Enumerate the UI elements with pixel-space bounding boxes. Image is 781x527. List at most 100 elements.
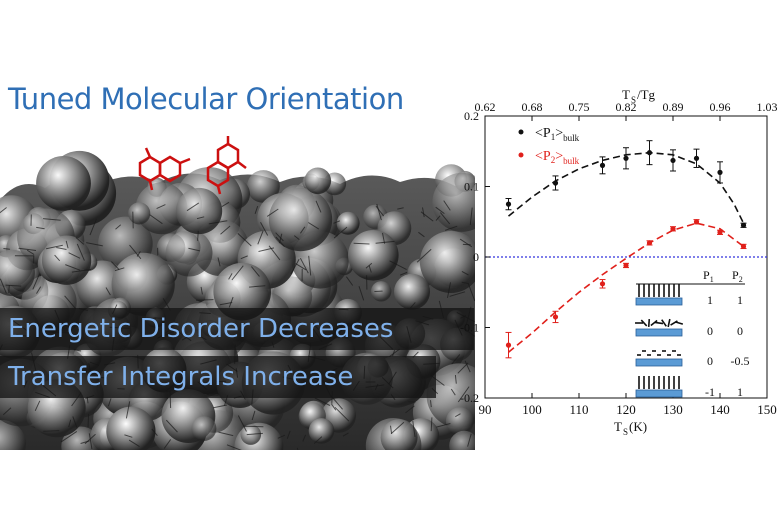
- surface-strand: [308, 222, 320, 230]
- molecule-glyph: [640, 319, 648, 327]
- surface-strand: [457, 386, 470, 403]
- x-tick-label: 140: [710, 402, 730, 417]
- top-tick-label: 0.89: [663, 100, 684, 114]
- surface-strand: [254, 205, 259, 214]
- surface-strand: [42, 218, 61, 221]
- surface-strand: [220, 225, 231, 235]
- surface-strand: [105, 287, 111, 296]
- y-tick-label: 0.2: [464, 109, 479, 123]
- surface-strand: [163, 439, 172, 449]
- top-tick-label: 0.68: [522, 100, 543, 114]
- orientation-substrate-icon: [635, 284, 683, 306]
- surface-strand: [36, 226, 45, 230]
- data-point-series-1: [693, 155, 700, 161]
- surface-strand: [436, 423, 451, 428]
- x-axis-title: T S (K): [614, 419, 647, 437]
- surface-blob: [0, 420, 26, 450]
- surface-strand: [68, 419, 72, 428]
- legend-marker-p1: [518, 129, 524, 135]
- surface-strand: [219, 302, 233, 306]
- surface-strand: [358, 286, 365, 301]
- inset-header-p2: P2: [732, 268, 743, 284]
- surface-strand: [416, 248, 432, 263]
- surface-strand: [418, 231, 425, 238]
- inset-value-p1: 0: [707, 354, 713, 368]
- surface-strand: [331, 403, 337, 411]
- surface-strand: [422, 207, 425, 218]
- surface-strand: [375, 240, 395, 244]
- top-tick-label: 0.96: [710, 100, 731, 114]
- data-point-series-2: [599, 281, 606, 287]
- surface-strand: [165, 419, 178, 433]
- surface-strand: [237, 415, 247, 432]
- x-axis-title-main: T: [614, 419, 622, 434]
- surface-blob: [308, 418, 335, 444]
- orientation-substrate-icon: [635, 376, 683, 398]
- inset-value-p2: 1: [737, 293, 743, 307]
- surface-strand: [188, 247, 201, 252]
- surface-strand: [208, 220, 228, 225]
- inset-value-p1: 0: [707, 324, 713, 338]
- surface-strand: [290, 259, 300, 275]
- surface-strand: [2, 407, 12, 416]
- surface-strand: [260, 221, 269, 236]
- data-point-series-2: [740, 243, 747, 250]
- surface-strand: [275, 232, 284, 242]
- surface-strand: [435, 215, 441, 221]
- legend-label-p2: <P2>bulk: [535, 149, 580, 166]
- surface-strand: [257, 230, 264, 245]
- surface-strand: [231, 265, 244, 281]
- surface-strand: [251, 266, 260, 277]
- surface-strand: [451, 354, 461, 365]
- data-point-series-2: [505, 342, 512, 348]
- surface-strand: [228, 296, 234, 308]
- surface-strand: [5, 284, 22, 287]
- surface-strand: [353, 242, 370, 245]
- surface-blob: [36, 156, 91, 211]
- surface-strand: [34, 400, 41, 412]
- surface-strand: [65, 240, 69, 249]
- substrate-slab: [635, 328, 683, 337]
- surface-strand: [237, 233, 252, 247]
- surface-strand: [32, 273, 41, 290]
- orientation-substrate-icon: [635, 350, 683, 367]
- surface-strand: [459, 238, 473, 248]
- surface-strand: [461, 281, 469, 284]
- surface-strand: [125, 401, 131, 419]
- surface-strand: [217, 257, 221, 267]
- top-axis-title-main: T: [622, 87, 630, 102]
- surface-strand: [412, 420, 416, 437]
- inset-value-p1: -1: [705, 385, 715, 399]
- surface-strand: [333, 226, 348, 239]
- surface-strand: [464, 360, 471, 373]
- y-tick-label: -0.2: [460, 391, 479, 405]
- surface-strand: [299, 226, 306, 234]
- surface-strand: [76, 243, 85, 261]
- surface-strand: [65, 264, 81, 271]
- inset-value-p2: 1: [737, 385, 743, 399]
- surface-strand: [293, 235, 300, 240]
- substrate-slab: [635, 358, 683, 367]
- molecule-icon-left: [138, 147, 191, 191]
- surface-blob: [176, 187, 223, 235]
- inset-value-p2: 0: [737, 324, 743, 338]
- surface-blob: [247, 170, 280, 203]
- surface-strand: [243, 425, 264, 428]
- top-axis-title: T S /Tg: [622, 87, 656, 105]
- x-tick-label: 120: [616, 402, 636, 417]
- surface-strand: [435, 206, 445, 215]
- x-axis-title-sub: S: [623, 427, 628, 437]
- top-tick-label: 0.82: [616, 100, 637, 114]
- surface-strand: [107, 398, 112, 407]
- headline: Tuned Molecular Orientation: [8, 82, 404, 116]
- surface-strand: [246, 432, 263, 436]
- surface-strand: [89, 218, 97, 236]
- y-tick-label: 0: [473, 250, 479, 264]
- surface-strand: [376, 203, 382, 221]
- top-axis-title-tail: /Tg: [637, 87, 656, 102]
- surface-strand: [156, 204, 166, 210]
- surface-strand: [197, 230, 199, 241]
- surface-strand: [368, 265, 372, 273]
